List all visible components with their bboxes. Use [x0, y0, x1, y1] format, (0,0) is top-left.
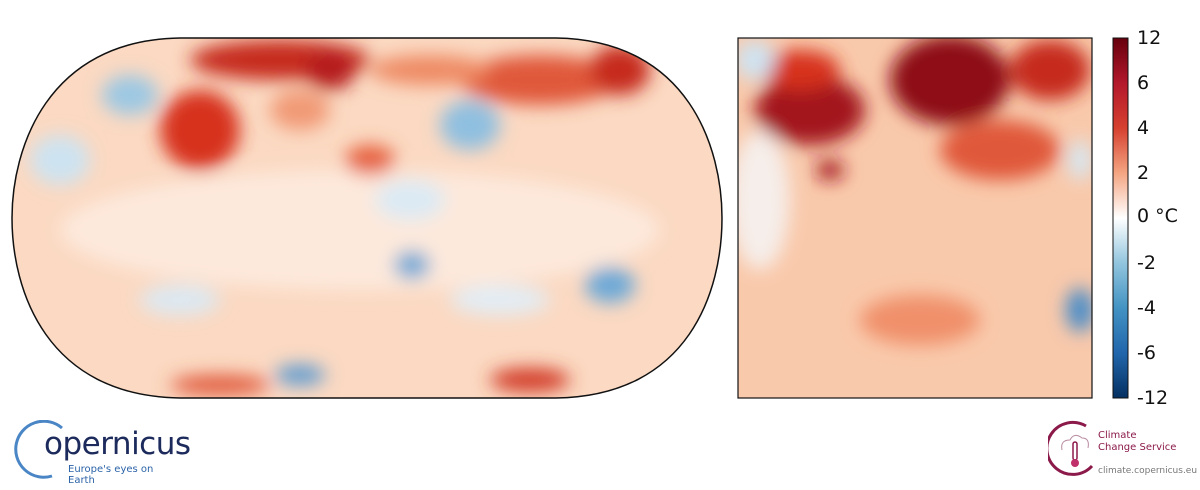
c3s-title-line2: Change Service [1098, 442, 1177, 453]
colorbar-tick-label: 2 [1137, 162, 1150, 184]
copernicus-logo[interactable]: opernicus Europe's eyes on Earth [12, 420, 191, 486]
c3s-title: Climate Change Service [1098, 430, 1176, 454]
europe-map[interactable] [730, 35, 1094, 398]
colorbar-tick-label: 6 [1137, 72, 1150, 94]
colorbar [1112, 37, 1129, 399]
colorbar-tick-label: -2 [1137, 252, 1156, 274]
colorbar-tick-label: -12 [1137, 387, 1169, 409]
copernicus-tagline: Europe's eyes on Earth [68, 464, 154, 486]
copernicus-wordmark: opernicus [44, 426, 191, 462]
global-map-border [11, 37, 723, 399]
europe-map-border [737, 37, 1093, 399]
global-map[interactable] [0, 30, 730, 410]
colorbar-tick-label: 4 [1137, 117, 1150, 139]
colorbar-tick-label: 0 °C [1137, 205, 1178, 227]
thermometer-cloud-icon [1048, 420, 1094, 476]
colorbar-tick-label: -6 [1137, 342, 1156, 364]
c3s-url: climate.copernicus.eu [1098, 466, 1198, 476]
colorbar-tick-label: -4 [1137, 297, 1156, 319]
c3s-logo[interactable]: Climate Change Service climate.copernicu… [1048, 420, 1198, 485]
colorbar-tick-label: 12 [1137, 27, 1162, 49]
copernicus-arc-icon [14, 420, 63, 479]
c3s-title-line1: Climate [1098, 430, 1137, 441]
